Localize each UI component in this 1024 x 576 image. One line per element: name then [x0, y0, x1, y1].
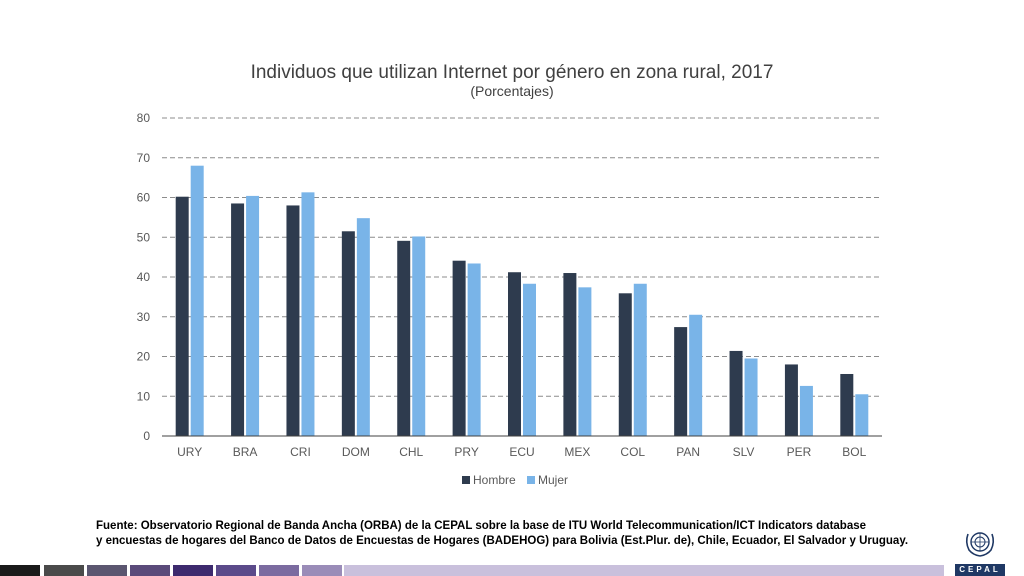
bar-hombre-ecu — [508, 272, 521, 436]
bar-hombre-pry — [452, 260, 466, 436]
x-tick-label: CHL — [399, 445, 423, 459]
legend-swatch-mujer — [527, 476, 535, 484]
footer-stripe-segment — [259, 565, 299, 576]
bar-mujer-slv — [744, 358, 758, 436]
legend-label-hombre: Hombre — [473, 473, 516, 487]
footer-stripe-segment — [216, 565, 256, 576]
bar-mujer-dom — [356, 218, 370, 436]
bar-hombre-col — [618, 293, 632, 436]
source-line-1: Fuente: Observatorio Regional de Banda A… — [96, 520, 867, 532]
bar-hombre-bol — [840, 373, 854, 436]
x-tick-label: SLV — [733, 445, 755, 459]
bar-mujer-pry — [467, 263, 481, 436]
bar-mujer-bra — [246, 195, 260, 436]
legend: Hombre Mujer — [462, 473, 568, 487]
bar-mujer-pan — [689, 314, 703, 436]
bar-hombre-cri — [286, 205, 300, 436]
bar-hombre-dom — [341, 231, 355, 436]
bar-mujer-mex — [578, 287, 592, 436]
x-tick-label: PRY — [454, 445, 478, 459]
x-tick-label: PAN — [676, 445, 700, 459]
x-axis: URY BRA CRI DOM CHL PRY ECU MEX COL PAN SLV PER BOL — [162, 435, 882, 459]
cepal-wordmark: CEPAL — [955, 564, 1005, 576]
legend-label-mujer: Mujer — [538, 473, 568, 487]
bar-hombre-per — [784, 364, 798, 436]
bar-mujer-col — [633, 283, 647, 436]
bar-hombre-pan — [674, 327, 688, 436]
bar-hombre-chl — [397, 240, 411, 436]
y-tick-label: 70 — [137, 151, 151, 165]
bar-mujer-cri — [301, 192, 315, 436]
footer-stripe-segment — [44, 565, 84, 576]
y-tick-label: 10 — [137, 389, 151, 403]
chart-subtitle: (Porcentajes) — [470, 83, 553, 99]
cepal-logo: CEPAL — [955, 528, 1005, 576]
x-tick-label: ECU — [509, 445, 534, 459]
x-tick-label: COL — [620, 445, 645, 459]
y-tick-label: 0 — [143, 429, 150, 443]
y-axis: 0 10 20 30 40 50 60 70 80 — [137, 111, 151, 443]
x-tick-label: URY — [177, 445, 202, 459]
y-tick-label: 50 — [137, 230, 151, 244]
y-tick-label: 80 — [137, 111, 151, 125]
footer-stripe-segment — [87, 565, 127, 576]
x-tick-label: DOM — [342, 445, 370, 459]
x-tick-label: BRA — [233, 445, 258, 459]
footer-stripe-segment — [0, 565, 40, 576]
chart-title: Individuos que utilizan Internet por gén… — [251, 62, 774, 83]
footer-stripe-segment — [173, 565, 213, 576]
bar-hombre-mex — [563, 273, 577, 436]
bar-mujer-ury — [190, 165, 204, 436]
source-line-2: y encuestas de hogares del Banco de Dato… — [96, 535, 909, 547]
bars — [175, 165, 869, 436]
x-tick-label: CRI — [290, 445, 311, 459]
y-tick-label: 20 — [137, 350, 151, 364]
footer-stripe-segment — [302, 565, 342, 576]
x-tick-label: BOL — [842, 445, 866, 459]
bar-mujer-ecu — [523, 283, 536, 436]
chart: Individuos que utilizan Internet por gén… — [137, 62, 882, 487]
y-tick-label: 40 — [137, 270, 151, 284]
source-note: Fuente: Observatorio Regional de Banda A… — [96, 519, 936, 549]
gridlines — [162, 117, 882, 397]
bar-mujer-bol — [855, 394, 869, 436]
bar-mujer-chl — [412, 236, 426, 436]
y-tick-label: 30 — [137, 310, 151, 324]
legend-swatch-hombre — [462, 476, 470, 484]
bar-hombre-bra — [231, 203, 245, 436]
footer-stripe-segment — [344, 565, 944, 576]
bar-hombre-ury — [175, 196, 189, 436]
x-tick-label: MEX — [564, 445, 590, 459]
x-tick-label: PER — [787, 445, 812, 459]
footer-stripe-segment — [130, 565, 170, 576]
y-tick-label: 60 — [137, 191, 151, 205]
bar-mujer-per — [799, 385, 813, 436]
un-emblem-icon — [965, 532, 995, 557]
bar-hombre-slv — [729, 350, 743, 436]
